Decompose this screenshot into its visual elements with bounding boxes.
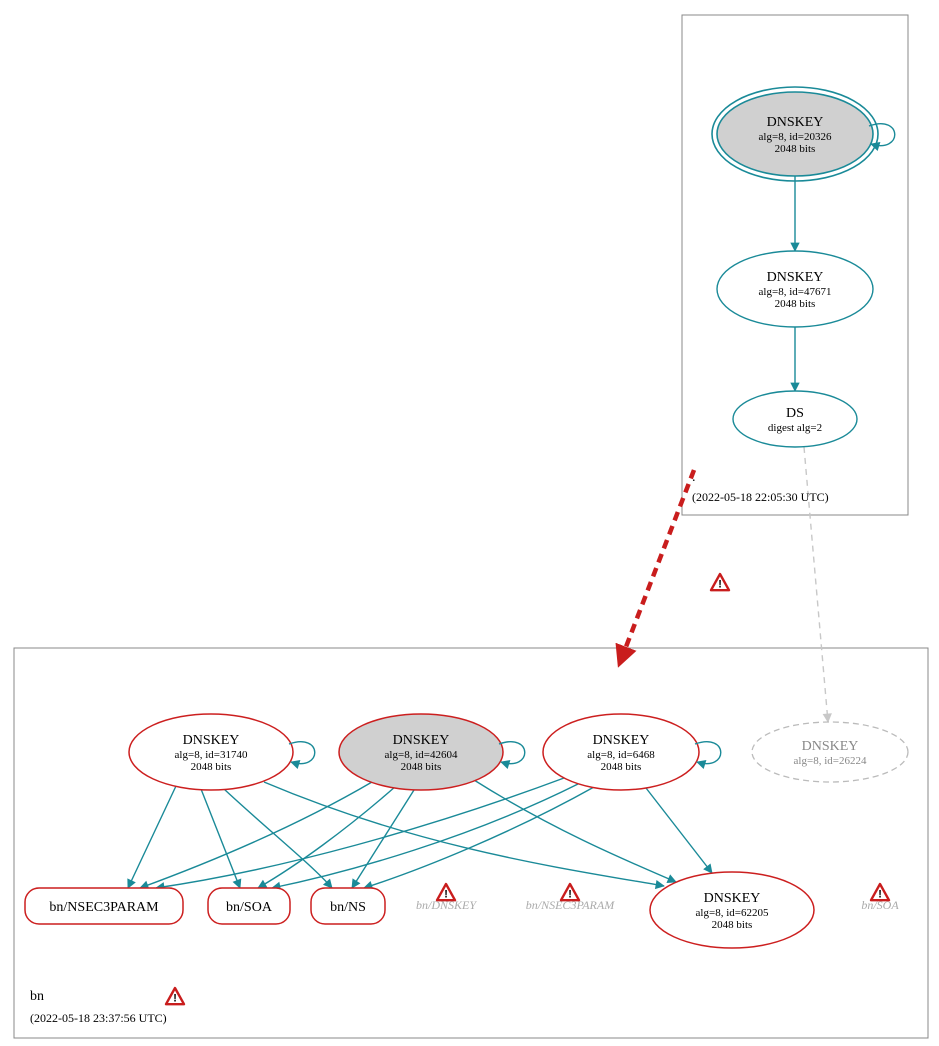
svg-text:DNSKEY: DNSKEY [704,891,761,906]
svg-text:!: ! [173,993,177,1005]
svg-text:2048 bits: 2048 bits [401,761,442,773]
delegation-edge [624,470,694,652]
node-k47671: DNSKEYalg=8, id=476712048 bits [717,251,873,327]
svg-text:DS: DS [786,406,804,421]
warning-icon: ! [561,884,579,901]
edge [258,786,396,888]
edge [128,786,176,888]
svg-text:DNSKEY: DNSKEY [393,733,450,748]
svg-text:DNSKEY: DNSKEY [802,739,859,754]
svg-text:2048 bits: 2048 bits [601,761,642,773]
svg-text:alg=8, id=20326: alg=8, id=20326 [759,131,832,143]
svg-text:2048 bits: 2048 bits [191,761,232,773]
svg-text:alg=8, id=47671: alg=8, id=47671 [759,286,832,298]
node-k31740: DNSKEYalg=8, id=317402048 bits [129,714,293,790]
node-k26224: DNSKEYalg=8, id=26224 [752,722,908,782]
dnssec-diagram: DNSKEYalg=8, id=203262048 bitsDNSKEYalg=… [0,0,939,1046]
svg-text:DNSKEY: DNSKEY [183,733,240,748]
warning-icon: ! [166,988,184,1005]
node-k62205: DNSKEYalg=8, id=622052048 bits [650,872,814,948]
svg-text:bn/NS: bn/NS [330,900,366,915]
node-k20326: DNSKEYalg=8, id=203262048 bits [712,87,878,181]
edge [201,789,240,888]
svg-text:alg=8, id=26224: alg=8, id=26224 [794,755,867,767]
edge [272,784,578,888]
svg-text:bn/NSEC3PARAM: bn/NSEC3PARAM [49,900,159,915]
svg-text:alg=8, id=42604: alg=8, id=42604 [385,749,458,761]
svg-text:2048 bits: 2048 bits [775,143,816,155]
svg-text:alg=8, id=62205: alg=8, id=62205 [696,907,769,919]
edge [264,782,664,886]
warning-icon: ! [871,884,889,901]
svg-text:DNSKEY: DNSKEY [593,733,650,748]
svg-text:bn: bn [30,989,44,1004]
svg-text:digest alg=2: digest alg=2 [768,422,822,434]
node-k42604: DNSKEYalg=8, id=426042048 bits [339,714,503,790]
edge [474,780,676,882]
svg-text:(2022-05-18 23:37:56 UTC): (2022-05-18 23:37:56 UTC) [30,1011,167,1025]
svg-text:DNSKEY: DNSKEY [767,270,824,285]
svg-text:DNSKEY: DNSKEY [767,115,824,130]
svg-text:alg=8, id=31740: alg=8, id=31740 [175,749,248,761]
svg-text:(2022-05-18 22:05:30 UTC): (2022-05-18 22:05:30 UTC) [692,490,829,504]
node-ns: bn/NS [311,888,385,924]
edge [646,788,712,873]
svg-text:alg=8, id=6468: alg=8, id=6468 [587,749,655,761]
svg-text:.: . [692,470,696,485]
warning-icon: ! [437,884,455,901]
node-nsec3p: bn/NSEC3PARAM [25,888,183,924]
svg-text:!: ! [568,889,572,901]
svg-text:2048 bits: 2048 bits [775,298,816,310]
svg-text:bn/SOA: bn/SOA [226,900,273,915]
node-ds: DSdigest alg=2 [733,391,857,447]
svg-text:!: ! [718,579,722,591]
svg-text:2048 bits: 2048 bits [712,919,753,931]
zone-bn [14,648,928,1038]
edge [804,447,828,722]
svg-text:!: ! [444,889,448,901]
node-soa: bn/SOA [208,888,290,924]
svg-text:!: ! [878,889,882,901]
warning-icon: ! [711,574,729,591]
edge [364,787,594,888]
node-k6468: DNSKEYalg=8, id=64682048 bits [543,714,699,790]
